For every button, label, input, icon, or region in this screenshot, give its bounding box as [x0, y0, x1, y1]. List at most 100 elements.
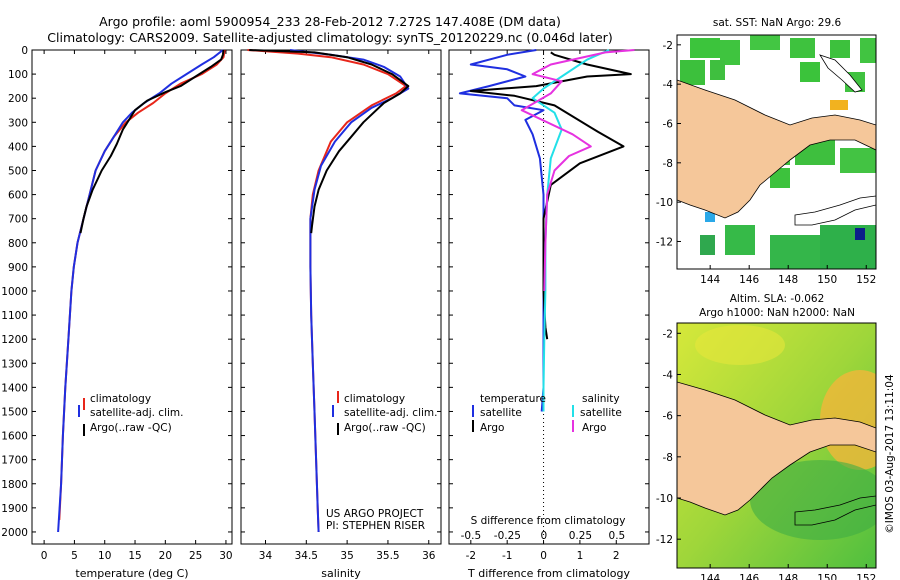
ytick-label: 1600 — [1, 431, 28, 443]
sst-cell — [690, 38, 720, 58]
ytick-label: 100 — [8, 69, 28, 81]
ytick-label: 1400 — [1, 382, 28, 394]
sst-cell — [700, 235, 715, 255]
xtick-label: 5 — [71, 550, 78, 562]
sst-map: sat. SST: NaN Argo: 29.6 144 146 148 150 152… — [656, 17, 877, 286]
difference-panel: -2 -1 0 1 2 -0.5 -0.25 0 0.25 0.5 T difference fr… — [448, 49, 650, 580]
map-ytick-label: -6 — [663, 118, 674, 130]
map-xtick-label: 144 — [700, 573, 720, 580]
map-xtick-label: 148 — [778, 573, 798, 580]
ytick-label: 1000 — [1, 286, 28, 298]
xtick-label: -1 — [502, 550, 512, 562]
sst-island-coast — [819, 54, 863, 93]
figure-title-line1: Argo profile: aoml 5900954_233 28-Feb-20… — [99, 14, 561, 29]
figure-title-line2: Climatology: CARS2009. Satellite-adjuste… — [47, 30, 612, 45]
sla-low-patch — [750, 460, 876, 540]
series-line-s-satellite — [531, 49, 610, 412]
xtick-label: 0 — [540, 550, 547, 562]
sla-map-frame — [676, 322, 877, 569]
sst-title: sat. SST: NaN Argo: 29.6 — [713, 17, 842, 29]
sla-islands-coast — [794, 495, 876, 526]
salinity-legend: climatology satellite-adj. clim. Argo(..… — [332, 391, 437, 435]
xtick-label: 36 — [422, 550, 436, 562]
ytick-label: 0 — [21, 45, 28, 57]
sst-cell — [830, 100, 848, 110]
salinity-xlabel: salinity — [321, 567, 361, 580]
sst-cell — [680, 60, 705, 85]
legend-climatology: climatology — [344, 393, 405, 405]
difference-legend: temperature satellite Argo salinity sate… — [472, 393, 622, 434]
ytick-label: 200 — [8, 93, 28, 105]
xtick-label: 0 — [41, 550, 48, 562]
s-tick-label: 0 — [541, 530, 548, 542]
temperature-panel: 0100200300400500600700800900100011001200… — [1, 45, 232, 580]
sst-cell — [800, 62, 820, 82]
sst-islands-coast — [794, 195, 876, 226]
ytick-label: 1200 — [1, 334, 28, 346]
legend-salinity: salinity — [582, 393, 620, 405]
map-xtick-label: 152 — [856, 573, 876, 580]
temperature-xlabel: temperature (deg C) — [75, 567, 188, 580]
project-line2: PI: STEPHEN RISER — [326, 520, 425, 532]
ytick-label: 300 — [8, 117, 28, 129]
s-tick-label: 0.5 — [609, 530, 626, 542]
sla-title2: Argo h1000: NaN h2000: NaN — [699, 307, 855, 319]
map-ytick-label: -4 — [663, 369, 674, 381]
series-line-satellite — [57, 49, 224, 533]
map-xtick-label: 150 — [817, 274, 837, 286]
ytick-label: 900 — [8, 262, 28, 274]
xtick-label: 20 — [159, 550, 172, 562]
sst-cell — [860, 38, 876, 63]
ytick-label: 1700 — [1, 455, 28, 467]
xtick-label: 34.5 — [295, 550, 318, 562]
xtick-label: -2 — [466, 550, 476, 562]
s-tick-label: -0.5 — [461, 530, 482, 542]
sst-cell — [790, 38, 815, 58]
map-ytick-label: -2 — [663, 328, 673, 340]
sst-new-guinea-land — [677, 79, 876, 219]
sst-cell — [705, 212, 715, 222]
map-ytick-label: -8 — [663, 158, 673, 170]
sla-new-guinea-land — [677, 381, 876, 516]
map-ytick-label: -12 — [656, 236, 673, 248]
map-ytick-label: -2 — [663, 40, 673, 52]
ytick-label: 800 — [8, 238, 28, 250]
difference-plot-frame — [448, 49, 650, 545]
sst-map-frame — [676, 34, 877, 270]
sla-title1: Altim. SLA: -0.062 — [730, 293, 825, 305]
ytick-label: 700 — [8, 214, 28, 226]
map-xtick-label: 144 — [700, 274, 720, 286]
series-line-argo — [79, 49, 225, 234]
project-line1: US ARGO PROJECT — [326, 508, 424, 520]
imos-credit: ©IMOS 03-Aug-2017 13:11:04 — [884, 374, 896, 534]
series-line-climatology — [58, 49, 226, 520]
temperature-plot-frame — [31, 49, 233, 545]
xtick-label: 30 — [219, 550, 232, 562]
map-ytick-label: -8 — [663, 452, 673, 464]
sst-cell — [710, 60, 725, 80]
s-tick-label: -0.25 — [494, 530, 521, 542]
legend-s-satellite: satellite — [580, 407, 622, 419]
ytick-label: 400 — [8, 141, 28, 153]
xtick-label: 34 — [259, 550, 273, 562]
xtick-label: 10 — [98, 550, 111, 562]
salinity-plot-frame — [240, 49, 442, 545]
map-xtick-label: 148 — [778, 274, 798, 286]
map-xtick-label: 146 — [739, 573, 759, 580]
temperature-legend: climatology satellite-adj. clim. Argo(..… — [78, 393, 183, 436]
legend-satellite: satellite-adj. clim. — [90, 407, 183, 419]
legend-argo: Argo(..raw -QC) — [90, 422, 172, 434]
sla-mid-patch — [695, 325, 785, 365]
difference-xlabel-t: T difference from climatology — [467, 567, 630, 580]
sst-cell — [855, 228, 865, 240]
ytick-label: 1100 — [1, 310, 28, 322]
legend-satellite: satellite-adj. clim. — [344, 407, 437, 419]
xtick-label: 1 — [577, 550, 584, 562]
xtick-label: 25 — [189, 550, 202, 562]
legend-t-argo: Argo — [480, 422, 504, 434]
sst-cell — [720, 40, 740, 65]
sst-cell — [840, 148, 876, 173]
series-line-s-argo — [520, 49, 635, 292]
difference-xlabel-s: S difference from climatology — [471, 515, 626, 527]
